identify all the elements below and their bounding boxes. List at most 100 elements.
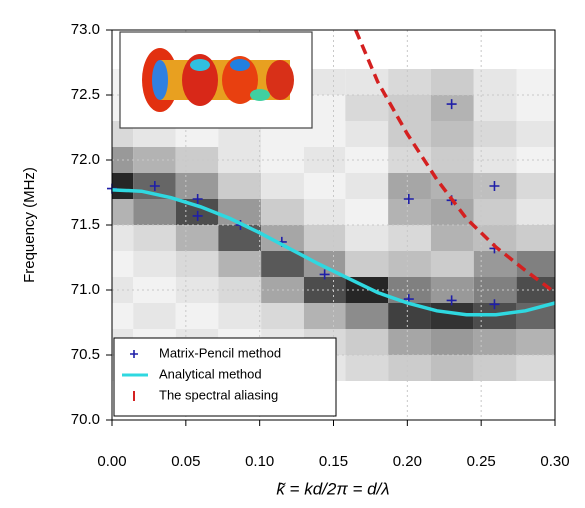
x-tick-label: 0.30 (540, 453, 569, 470)
heatmap-cell (473, 199, 517, 225)
marker (149, 181, 160, 191)
legend-box (113, 337, 337, 417)
heatmap-cell (133, 303, 176, 329)
heatmap-cell (430, 251, 474, 277)
heatmap-cell (430, 329, 474, 355)
heatmap-cell (388, 329, 431, 355)
inset-image (119, 31, 313, 129)
heatmap-cell (473, 121, 517, 147)
heatmap-cell (473, 69, 517, 95)
heatmap-cell (516, 69, 555, 95)
heatmap-cell (345, 121, 389, 147)
heatmap-cell (303, 173, 346, 199)
heatmap-cell (473, 355, 517, 381)
heatmap-cell (218, 147, 262, 173)
heatmap-cell (303, 225, 346, 251)
heatmap-cell (388, 355, 431, 381)
heatmap-cell (516, 121, 555, 147)
heatmap-cell (473, 147, 517, 173)
heatmap-cell (473, 277, 517, 303)
heatmap-cell (112, 303, 134, 329)
heatmap-cell (516, 95, 555, 121)
heatmap-cell (516, 225, 555, 251)
marker (446, 295, 457, 306)
heatmap-cell (345, 355, 389, 381)
plot-area: Matrix-Pencil method Analytical method The… (106, 29, 557, 426)
heatmap-cell (430, 121, 474, 147)
heatmap-cell (133, 225, 176, 251)
marker (403, 194, 414, 204)
heatmap-cell (516, 355, 555, 381)
heatmap-cell (345, 147, 389, 173)
marker (319, 269, 330, 280)
legend-label: The spectral aliasing (159, 387, 278, 402)
heatmap-cell (473, 251, 517, 277)
line (111, 188, 556, 317)
heatmap-cell (473, 95, 517, 121)
heatmap-cell (261, 251, 304, 277)
dashed-line (354, 29, 557, 295)
y-tick-label: 72.5 (71, 86, 100, 103)
heatmap-cell (112, 199, 134, 225)
heatmap-cell (388, 95, 431, 121)
y-axis-label: Frequency (MHz) (21, 167, 38, 283)
heatmap-cell (175, 251, 219, 277)
heatmap-cell (133, 199, 176, 225)
heatmap-cell (112, 251, 134, 277)
heatmap-cell (303, 147, 346, 173)
y-tick-label: 70.5 (71, 346, 100, 363)
marker (192, 194, 203, 204)
heatmap-cell (345, 95, 389, 121)
heatmap-cell (218, 277, 262, 303)
heatmap-cell (430, 173, 474, 199)
heatmap-cell (261, 199, 304, 225)
heatmap-cell (112, 225, 134, 251)
legend: Matrix-Pencil method Analytical method The… (113, 337, 337, 417)
y-tick-label: 70.0 (71, 411, 100, 428)
heatmap-cell (430, 355, 474, 381)
heatmap-cell (430, 69, 474, 95)
heatmap-cell (218, 251, 262, 277)
x-tick-label: 0.05 (171, 453, 200, 470)
heatmap-cell (345, 225, 389, 251)
heatmap-cell (345, 173, 389, 199)
heatmap-cell (345, 303, 389, 329)
heatmap-cell (303, 277, 346, 303)
heatmap-cell (388, 251, 431, 277)
heatmap-cell (133, 147, 176, 173)
x-tick-label: 0.10 (245, 453, 274, 470)
y-tick-label: 71.0 (71, 281, 100, 298)
x-tick-label: 0.20 (393, 453, 422, 470)
legend-label: Matrix-Pencil method (159, 345, 281, 360)
heatmap-cell (516, 329, 555, 355)
x-axis-label: k̃ = kd/2π = d/λ (276, 479, 389, 498)
heatmap-cell (345, 251, 389, 277)
plot-frame (111, 29, 556, 421)
y-tick-label: 71.5 (71, 216, 100, 233)
heatmap-cell (218, 173, 262, 199)
x-tick-label: 0.00 (97, 453, 126, 470)
x-tick-label: 0.15 (319, 453, 348, 470)
heatmap-cell (473, 329, 517, 355)
heatmap-cell (175, 303, 219, 329)
y-tick-label: 73.0 (71, 21, 100, 38)
heatmap-cell (261, 173, 304, 199)
heatmap-cell (345, 199, 389, 225)
heatmap-cell (345, 329, 389, 355)
heatmap-cell (261, 303, 304, 329)
legend-label: Analytical method (159, 366, 262, 381)
heatmap-cell (516, 251, 555, 277)
marker (489, 299, 500, 310)
heatmap-cell (388, 69, 431, 95)
heatmap-cell (516, 199, 555, 225)
y-tick-label: 72.0 (71, 151, 100, 168)
marker (192, 210, 203, 221)
heatmap-cell (303, 303, 346, 329)
heatmap-cell (516, 173, 555, 199)
x-tick-label: 0.25 (467, 453, 496, 470)
heatmap-cell (218, 303, 262, 329)
heatmap-cell (388, 121, 431, 147)
legend-marker (130, 350, 138, 358)
heatmap-cell (430, 225, 474, 251)
